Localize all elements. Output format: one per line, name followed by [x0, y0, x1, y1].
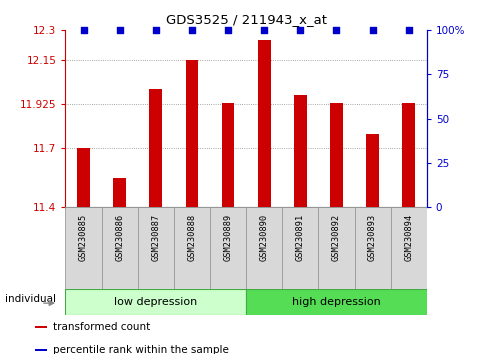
Bar	[282, 207, 318, 289]
Bar	[330, 103, 342, 207]
Bar	[245, 289, 426, 315]
Bar	[354, 207, 390, 289]
Title: GDS3525 / 211943_x_at: GDS3525 / 211943_x_at	[166, 13, 326, 26]
Bar	[65, 289, 245, 315]
Text: GSM230894: GSM230894	[403, 213, 412, 261]
Bar	[365, 134, 378, 207]
Text: transformed count: transformed count	[53, 322, 150, 332]
Text: GSM230885: GSM230885	[79, 213, 88, 261]
Bar	[293, 95, 306, 207]
Point	[404, 27, 412, 33]
Point	[151, 27, 159, 33]
Point	[296, 27, 303, 33]
Bar	[35, 326, 47, 329]
Bar	[65, 207, 102, 289]
Text: GSM230892: GSM230892	[331, 213, 340, 261]
Bar	[221, 103, 234, 207]
Bar	[318, 207, 354, 289]
Text: GSM230886: GSM230886	[115, 213, 124, 261]
Text: individual: individual	[5, 294, 56, 304]
Text: GSM230891: GSM230891	[295, 213, 304, 261]
Bar	[77, 148, 90, 207]
Text: GSM230890: GSM230890	[259, 213, 268, 261]
Point	[116, 27, 123, 33]
Bar	[149, 89, 162, 207]
Bar	[210, 207, 245, 289]
Text: GSM230887: GSM230887	[151, 213, 160, 261]
Bar	[390, 207, 426, 289]
Point	[368, 27, 376, 33]
Text: GSM230889: GSM230889	[223, 213, 232, 261]
Bar	[35, 349, 47, 351]
Bar	[137, 207, 173, 289]
Point	[260, 27, 268, 33]
Bar	[102, 207, 137, 289]
Text: GSM230893: GSM230893	[367, 213, 377, 261]
Text: GSM230888: GSM230888	[187, 213, 196, 261]
Point	[332, 27, 340, 33]
Point	[188, 27, 196, 33]
Point	[79, 27, 87, 33]
Bar	[402, 103, 414, 207]
Text: percentile rank within the sample: percentile rank within the sample	[53, 344, 228, 354]
Bar	[257, 40, 270, 207]
Bar	[245, 207, 282, 289]
Text: high depression: high depression	[291, 297, 380, 307]
Point	[224, 27, 231, 33]
Bar	[185, 59, 198, 207]
Text: low depression: low depression	[114, 297, 197, 307]
Bar	[173, 207, 210, 289]
Bar	[113, 178, 126, 207]
